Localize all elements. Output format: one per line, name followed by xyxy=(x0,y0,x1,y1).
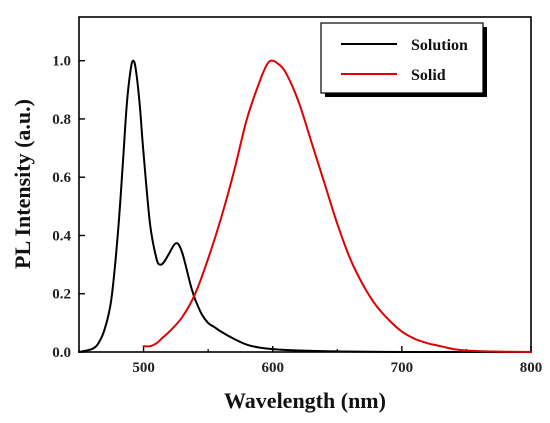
x-axis-ticks: 500 600 700 800 xyxy=(78,346,543,376)
legend-box xyxy=(320,22,484,94)
x-tick-label: 700 xyxy=(391,360,414,376)
y-axis-title: PL Intensity (a.u.) xyxy=(10,99,35,269)
series-lines xyxy=(78,59,532,354)
plot-frame xyxy=(78,16,532,353)
x-tick-label: 500 xyxy=(132,360,155,376)
legend-label-solution: Solution xyxy=(411,37,468,54)
legend: Solution Solid xyxy=(320,22,487,97)
x-axis-title: Wavelength (nm) xyxy=(224,388,386,413)
y-tick-label: 1.0 xyxy=(52,54,71,70)
legend-label-solid: Solid xyxy=(411,67,446,84)
series-line-solution xyxy=(78,59,532,354)
y-tick-label: 0.8 xyxy=(52,112,71,128)
y-axis-ticks: 0.0 0.2 0.4 0.6 0.8 1.0 xyxy=(52,54,85,361)
y-tick-label: 0.4 xyxy=(52,228,71,244)
series-line-solid xyxy=(142,59,532,353)
x-tick-label: 600 xyxy=(261,360,284,376)
x-tick-label: 800 xyxy=(520,360,543,376)
y-tick-label: 0.2 xyxy=(52,287,71,303)
y-tick-label: 0.0 xyxy=(52,345,71,361)
y-tick-label: 0.6 xyxy=(52,170,71,186)
